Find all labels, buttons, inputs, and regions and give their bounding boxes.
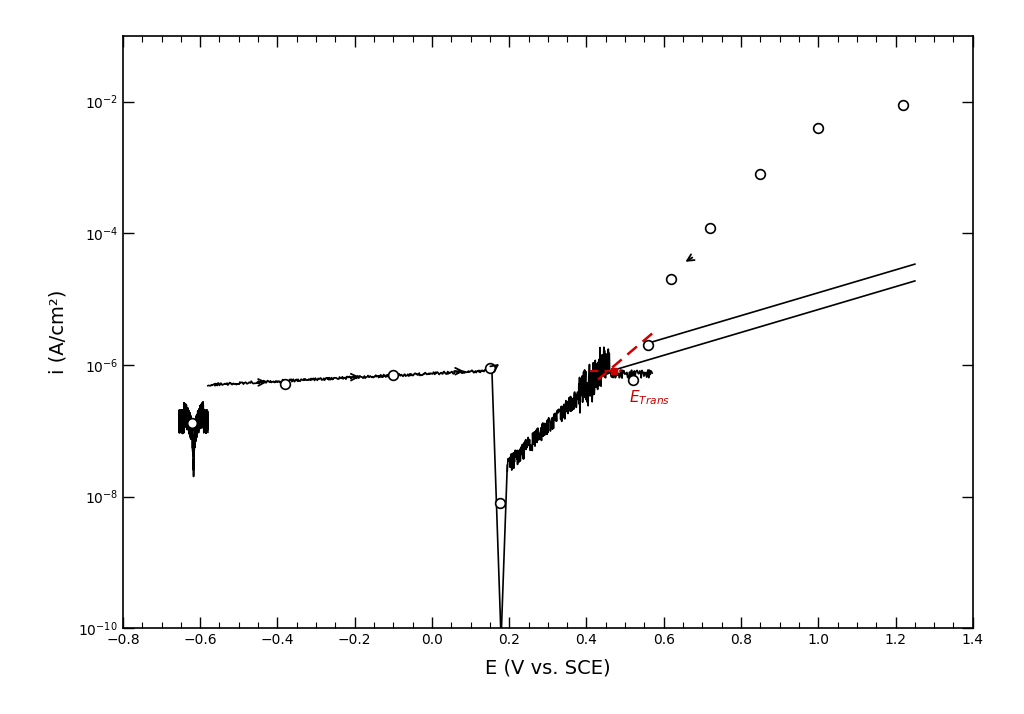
Y-axis label: i (A/cm²): i (A/cm²)	[48, 290, 68, 374]
X-axis label: E (V vs. SCE): E (V vs. SCE)	[485, 658, 610, 678]
Text: $E_{Trans}$: $E_{Trans}$	[629, 388, 670, 407]
